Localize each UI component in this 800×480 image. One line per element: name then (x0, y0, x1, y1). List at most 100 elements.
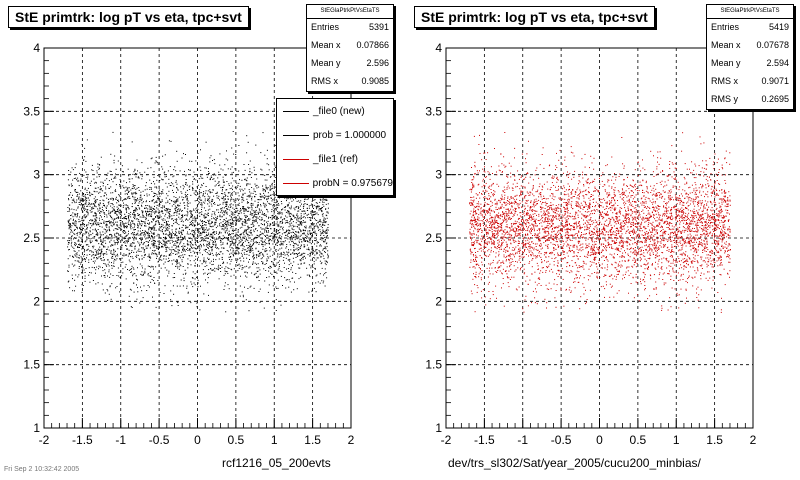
data-point (74, 244, 76, 246)
data-point (231, 240, 233, 242)
data-point (311, 250, 313, 252)
data-point (96, 249, 98, 251)
data-point (82, 200, 84, 202)
data-point (198, 245, 200, 247)
data-point (195, 179, 197, 181)
data-point (218, 233, 220, 235)
data-point (97, 257, 99, 259)
data-point (260, 209, 262, 211)
data-point (74, 264, 76, 266)
data-point (321, 199, 323, 201)
data-point (303, 200, 305, 202)
data-point (187, 226, 189, 228)
data-point (178, 230, 180, 232)
data-point (107, 236, 109, 238)
data-point (138, 234, 140, 236)
data-point (222, 207, 224, 209)
data-point (195, 240, 197, 242)
data-point (210, 200, 212, 202)
data-point (83, 204, 84, 206)
data-point (187, 258, 189, 260)
data-point (218, 264, 220, 266)
data-point (296, 288, 298, 290)
data-point (116, 228, 118, 230)
data-point (254, 220, 256, 222)
data-point (212, 211, 214, 212)
data-point (114, 258, 115, 260)
data-point (233, 220, 235, 222)
data-point (147, 215, 149, 217)
data-point (119, 258, 121, 260)
data-point (296, 254, 298, 255)
data-point (84, 196, 86, 198)
data-point (226, 189, 228, 191)
data-point (154, 236, 156, 238)
data-point (125, 217, 127, 219)
data-point (111, 257, 112, 259)
data-point (276, 236, 278, 238)
data-point (323, 224, 325, 226)
data-point (248, 196, 250, 198)
data-point (174, 250, 176, 252)
data-point (189, 260, 191, 262)
data-point (151, 191, 153, 192)
data-point (74, 279, 76, 281)
left-panel: -2 -1.5 -1 -0.5 0 0.5 1 1.5 2 1 1.5 2 2.5 3 3.5 4 StE p… (8, 4, 394, 470)
data-point (89, 220, 91, 222)
data-point (159, 247, 161, 248)
data-point (106, 216, 108, 218)
data-point (220, 168, 222, 170)
data-point (265, 195, 267, 197)
data-point (207, 241, 209, 243)
data-point (120, 249, 121, 250)
data-point (118, 238, 120, 240)
data-point (224, 285, 226, 287)
data-point (130, 306, 132, 308)
data-point (250, 246, 252, 248)
data-point (132, 188, 134, 190)
data-point (299, 259, 301, 261)
data-point (211, 191, 213, 193)
data-point (170, 233, 172, 235)
data-point (72, 179, 74, 181)
data-point (146, 215, 147, 217)
data-point (185, 227, 187, 229)
data-point (325, 248, 327, 250)
data-point (82, 285, 84, 286)
data-point (244, 235, 246, 237)
data-point (232, 223, 234, 225)
data-point (126, 218, 128, 219)
data-point (85, 231, 87, 233)
data-point (166, 224, 168, 225)
data-point (84, 216, 86, 218)
data-point (238, 263, 240, 265)
data-point (167, 234, 169, 236)
data-point (237, 231, 239, 233)
data-point (207, 203, 209, 205)
data-point (84, 214, 86, 216)
data-point (83, 214, 85, 216)
data-point (91, 164, 93, 166)
data-point (102, 185, 104, 187)
data-point (157, 163, 159, 165)
data-point (315, 213, 317, 215)
data-point (312, 206, 314, 208)
data-point (149, 236, 151, 238)
data-point (121, 165, 123, 167)
data-point (229, 259, 231, 260)
data-point (316, 202, 318, 204)
data-point (182, 266, 184, 267)
data-point (144, 254, 146, 256)
data-point (285, 220, 287, 222)
data-point (80, 232, 82, 233)
data-point (293, 232, 294, 233)
data-point (233, 153, 235, 155)
data-point (140, 220, 142, 222)
data-point (202, 269, 204, 271)
data-point (208, 173, 209, 175)
data-point (121, 236, 123, 238)
data-point (142, 244, 144, 246)
data-point (258, 291, 260, 292)
data-point (100, 249, 102, 251)
data-point (77, 194, 79, 196)
